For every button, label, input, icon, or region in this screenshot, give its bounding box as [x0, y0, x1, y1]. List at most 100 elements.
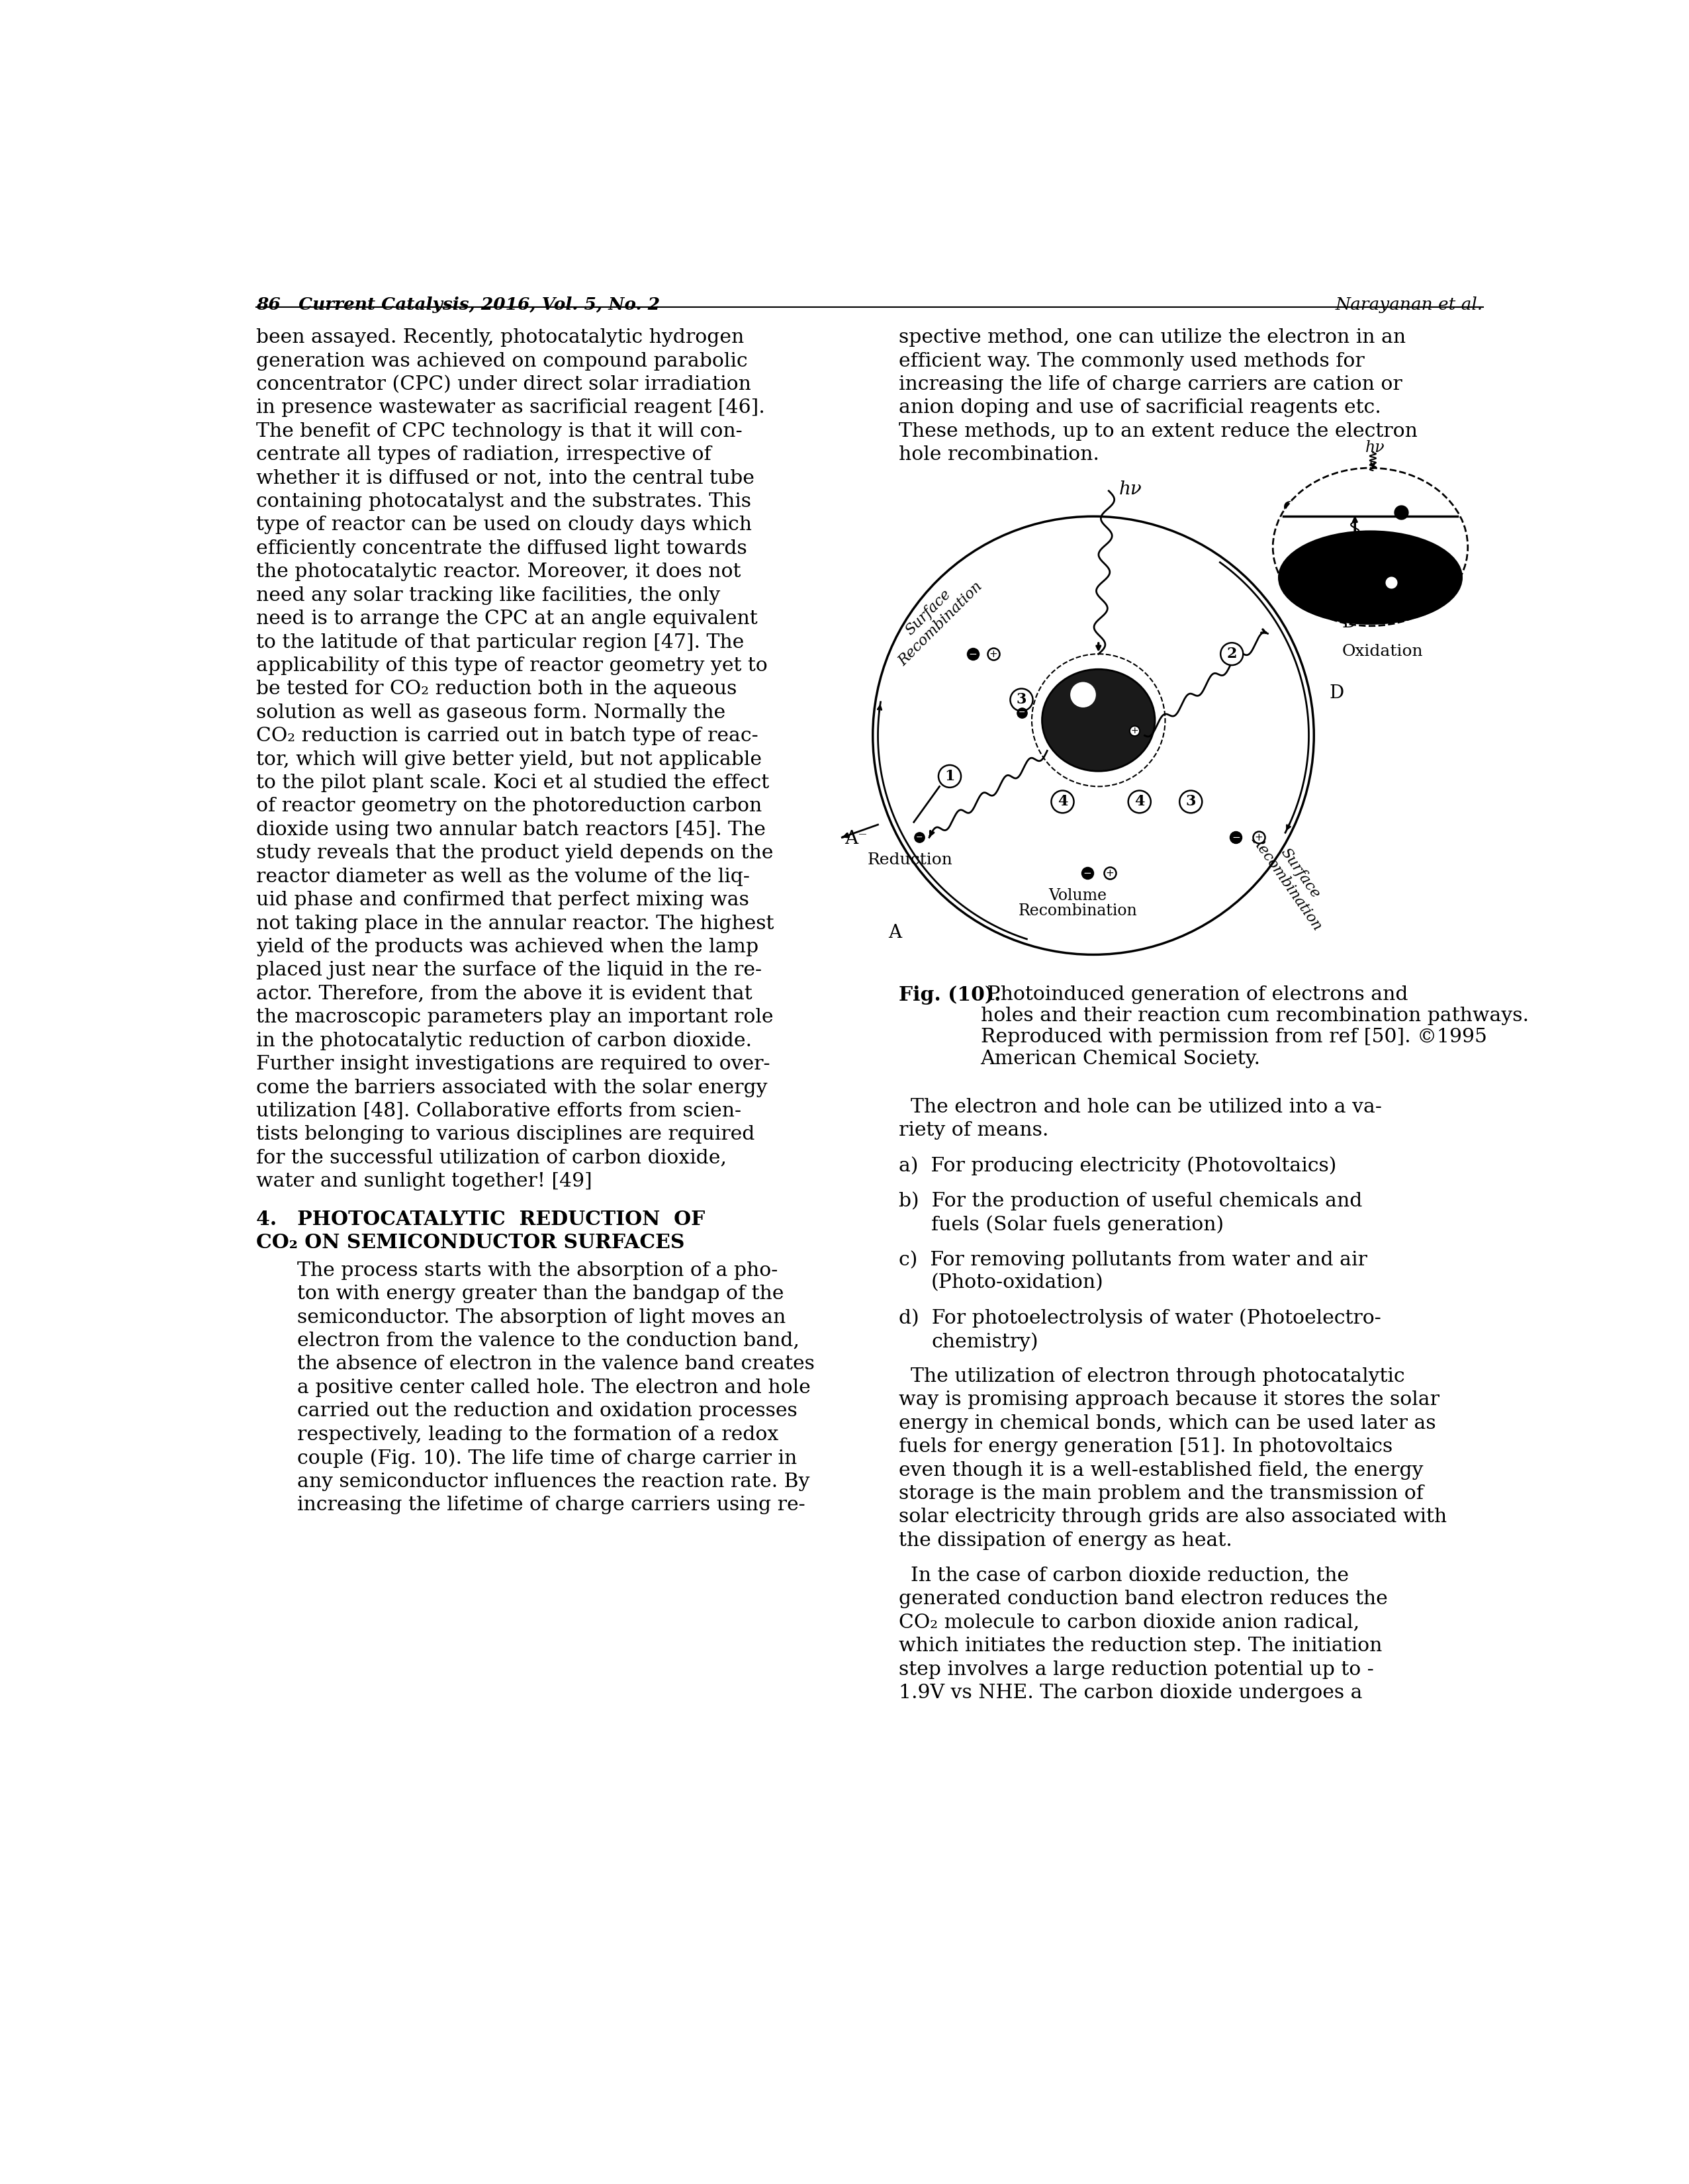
Text: not taking place in the annular reactor. The highest: not taking place in the annular reactor.… [257, 915, 774, 933]
Text: d)  For photoelectrolysis of water (Photoelectro-: d) For photoelectrolysis of water (Photo… [899, 1308, 1382, 1328]
Text: +: + [990, 649, 998, 660]
Text: the absence of electron in the valence band creates: the absence of electron in the valence b… [297, 1354, 814, 1374]
Text: study reveals that the product yield depends on the: study reveals that the product yield dep… [257, 843, 774, 863]
Text: centrate all types of radiation, irrespective of: centrate all types of radiation, irrespe… [257, 446, 711, 463]
Text: VB: VB [1284, 568, 1311, 583]
Text: whether it is diffused or not, into the central tube: whether it is diffused or not, into the … [257, 470, 755, 487]
Text: 4: 4 [1135, 795, 1145, 808]
Text: 1.9V vs NHE. The carbon dioxide undergoes a: 1.9V vs NHE. The carbon dioxide undergoe… [899, 1684, 1361, 1701]
Text: to the pilot plant scale. Koci et al studied the effect: to the pilot plant scale. Koci et al stu… [257, 773, 768, 793]
Text: been assayed. Recently, photocatalytic hydrogen: been assayed. Recently, photocatalytic h… [257, 328, 745, 347]
Circle shape [1051, 791, 1074, 812]
Text: fuels for energy generation [51]. In photovoltaics: fuels for energy generation [51]. In pho… [899, 1437, 1392, 1457]
Text: to the latitude of that particular region [47]. The: to the latitude of that particular regio… [257, 633, 745, 651]
Text: way is promising approach because it stores the solar: way is promising approach because it sto… [899, 1391, 1439, 1409]
Text: hν: hν [1365, 439, 1385, 454]
Text: which initiates the reduction step. The initiation: which initiates the reduction step. The … [899, 1636, 1382, 1655]
Text: even though it is a well-established field, the energy: even though it is a well-established fie… [899, 1461, 1422, 1479]
Text: 2: 2 [1226, 646, 1236, 662]
Text: solution as well as gaseous form. Normally the: solution as well as gaseous form. Normal… [257, 703, 726, 723]
Text: efficiently concentrate the diffused light towards: efficiently concentrate the diffused lig… [257, 539, 747, 557]
Text: 1: 1 [944, 769, 954, 784]
Text: CB: CB [1284, 500, 1311, 515]
Text: any semiconductor influences the reaction rate. By: any semiconductor influences the reactio… [297, 1472, 811, 1492]
Circle shape [939, 764, 961, 788]
Text: a)  For producing electricity (Photovoltaics): a) For producing electricity (Photovolta… [899, 1155, 1336, 1175]
Text: 4: 4 [1057, 795, 1067, 808]
Text: D⁺: D⁺ [1343, 614, 1366, 631]
Text: need any solar tracking like facilities, the only: need any solar tracking like facilities,… [257, 585, 721, 605]
Text: efficient way. The commonly used methods for: efficient way. The commonly used methods… [899, 352, 1365, 371]
Text: Fig. (10).: Fig. (10). [899, 985, 1000, 1005]
Text: hole recombination.: hole recombination. [899, 446, 1100, 463]
Text: step involves a large reduction potential up to -: step involves a large reduction potentia… [899, 1660, 1373, 1679]
Text: A⁻: A⁻ [844, 830, 868, 847]
Text: water and sunlight together! [49]: water and sunlight together! [49] [257, 1173, 593, 1190]
Text: c)  For removing pollutants from water and air: c) For removing pollutants from water an… [899, 1249, 1366, 1269]
Text: The utilization of electron through photocatalytic: The utilization of electron through phot… [910, 1367, 1405, 1387]
Text: concentrator (CPC) under direct solar irradiation: concentrator (CPC) under direct solar ir… [257, 376, 752, 393]
Text: need is to arrange the CPC at an angle equivalent: need is to arrange the CPC at an angle e… [257, 609, 758, 629]
Text: the photocatalytic reactor. Moreover, it does not: the photocatalytic reactor. Moreover, it… [257, 563, 741, 581]
Circle shape [1128, 791, 1150, 812]
Text: The electron and hole can be utilized into a va-: The electron and hole can be utilized in… [910, 1099, 1382, 1116]
Text: Volume: Volume [1049, 889, 1106, 904]
Text: The benefit of CPC technology is that it will con-: The benefit of CPC technology is that it… [257, 422, 743, 441]
Text: −: − [968, 649, 976, 660]
Circle shape [1179, 791, 1203, 812]
Text: +: + [1387, 577, 1398, 590]
Text: of reactor geometry on the photoreduction carbon: of reactor geometry on the photoreductio… [257, 797, 762, 815]
Text: chemistry): chemistry) [931, 1332, 1039, 1352]
Ellipse shape [1279, 531, 1463, 625]
Text: type of reactor can be used on cloudy days which: type of reactor can be used on cloudy da… [257, 515, 752, 535]
Text: generated conduction band electron reduces the: generated conduction band electron reduc… [899, 1590, 1387, 1610]
Text: uid phase and confirmed that perfect mixing was: uid phase and confirmed that perfect mix… [257, 891, 750, 909]
Text: −: − [1018, 708, 1025, 716]
Text: +: + [1255, 832, 1263, 843]
Text: 4.   PHOTOCATALYTIC  REDUCTION  OF: 4. PHOTOCATALYTIC REDUCTION OF [257, 1210, 704, 1230]
Text: Further insight investigations are required to over-: Further insight investigations are requi… [257, 1055, 770, 1075]
Text: (Photo-oxidation): (Photo-oxidation) [931, 1273, 1105, 1293]
Text: 86   Current Catalysis, 2016, Vol. 5, No. 2: 86 Current Catalysis, 2016, Vol. 5, No. … [257, 297, 660, 312]
Text: in presence wastewater as sacrificial reagent [46].: in presence wastewater as sacrificial re… [257, 400, 765, 417]
Text: containing photocatalyst and the substrates. This: containing photocatalyst and the substra… [257, 491, 752, 511]
Text: increasing the lifetime of charge carriers using re-: increasing the lifetime of charge carrie… [297, 1496, 806, 1514]
Text: +: + [1106, 867, 1115, 878]
Text: energy in chemical bonds, which can be used later as: energy in chemical bonds, which can be u… [899, 1415, 1436, 1433]
Text: Reduction: Reduction [868, 852, 953, 867]
Text: come the barriers associated with the solar energy: come the barriers associated with the so… [257, 1079, 767, 1096]
Text: generation was achieved on compound parabolic: generation was achieved on compound para… [257, 352, 748, 371]
Text: for the successful utilization of carbon dioxide,: for the successful utilization of carbon… [257, 1149, 726, 1166]
Text: −: − [915, 832, 922, 841]
Text: the dissipation of energy as heat.: the dissipation of energy as heat. [899, 1531, 1231, 1551]
Text: a positive center called hole. The electron and hole: a positive center called hole. The elect… [297, 1378, 811, 1398]
Text: 3: 3 [1186, 795, 1196, 808]
Circle shape [1010, 688, 1034, 712]
Text: be tested for CO₂ reduction both in the aqueous: be tested for CO₂ reduction both in the … [257, 679, 736, 699]
Ellipse shape [1274, 467, 1468, 627]
Text: riety of means.: riety of means. [899, 1120, 1049, 1140]
Text: A: A [888, 924, 902, 941]
Text: actor. Therefore, from the above it is evident that: actor. Therefore, from the above it is e… [257, 985, 752, 1002]
Text: CO₂ reduction is carried out in batch type of reac-: CO₂ reduction is carried out in batch ty… [257, 727, 758, 745]
Text: b)  For the production of useful chemicals and: b) For the production of useful chemical… [899, 1192, 1361, 1210]
Text: Narayanan et al.: Narayanan et al. [1336, 297, 1483, 312]
Text: couple (Fig. 10). The life time of charge carrier in: couple (Fig. 10). The life time of charg… [297, 1448, 797, 1468]
Text: 3: 3 [1017, 692, 1027, 708]
Text: the macroscopic parameters play an important role: the macroscopic parameters play an impor… [257, 1009, 774, 1026]
Text: Recombination: Recombination [1018, 904, 1137, 919]
Text: electron from the valence to the conduction band,: electron from the valence to the conduct… [297, 1332, 799, 1350]
Text: spective method, one can utilize the electron in an: spective method, one can utilize the ele… [899, 328, 1405, 347]
Text: placed just near the surface of the liquid in the re-: placed just near the surface of the liqu… [257, 961, 762, 981]
Text: Photoinduced generation of electrons and
holes and their reaction cum recombinat: Photoinduced generation of electrons and… [981, 985, 1529, 1068]
Ellipse shape [1042, 668, 1155, 771]
Text: carried out the reduction and oxidation processes: carried out the reduction and oxidation … [297, 1402, 797, 1420]
Text: Surface
Recombination: Surface Recombination [1248, 823, 1338, 933]
Text: respectively, leading to the formation of a redox: respectively, leading to the formation o… [297, 1426, 779, 1444]
Text: yield of the products was achieved when the lamp: yield of the products was achieved when … [257, 937, 758, 957]
Text: −: − [1083, 867, 1091, 878]
Text: Surface
Recombination: Surface Recombination [883, 568, 985, 668]
Text: Oxidation: Oxidation [1343, 644, 1424, 660]
Text: increasing the life of charge carriers are cation or: increasing the life of charge carriers a… [899, 376, 1402, 393]
Text: in the photocatalytic reduction of carbon dioxide.: in the photocatalytic reduction of carbo… [257, 1031, 752, 1051]
